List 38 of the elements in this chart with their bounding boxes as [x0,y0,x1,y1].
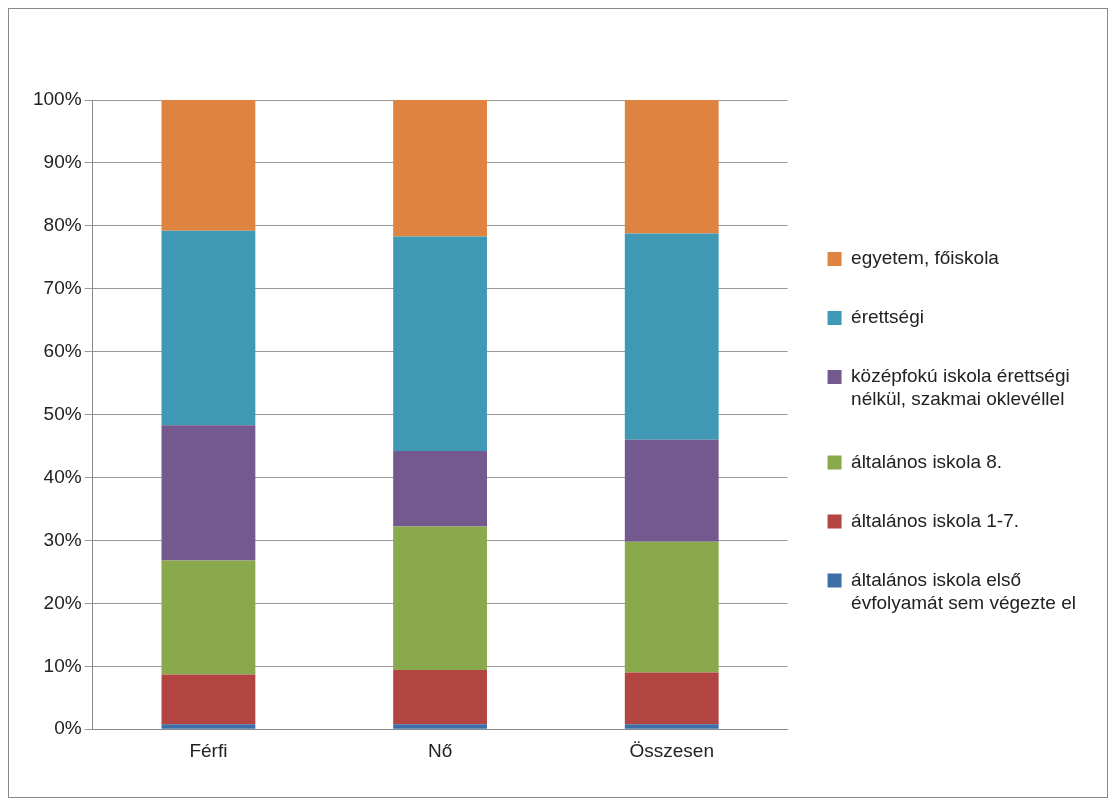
y-tick-label: 90% [43,151,82,173]
bar [161,560,256,675]
y-tick-label: 30% [43,528,82,550]
bar [393,451,487,527]
y-tick-label: 20% [43,591,82,613]
legend-label: középfokú iskola érettségi nélkül, szakmai oklevéllel [851,365,1070,409]
legend-label: általános iskola 8. [851,450,1003,472]
y-tick-label: 50% [43,402,82,424]
bar [161,100,256,231]
bar [393,724,487,729]
x-tick-label: Férfi [189,739,228,761]
y-tick-label: 70% [43,276,82,298]
bar [624,100,719,234]
bar [161,425,256,561]
bar [624,233,719,440]
x-tick-label: Nő [427,739,453,761]
legend-label: általános iskola 1-7. [851,509,1019,531]
y-tick-label: 80% [43,214,82,236]
y-tick-label: 60% [43,339,82,361]
bar [624,672,719,725]
bar [393,100,487,237]
bar [393,526,487,671]
legend-label: általános iskola első évfolyamát sem végezte el [851,568,1077,613]
bar [624,724,719,729]
bar [161,674,256,725]
bar [393,236,487,452]
x-tick-label: Összesen [629,739,714,761]
y-tick-label: 10% [43,654,82,676]
bar [161,230,256,426]
bar [624,541,719,673]
y-tick-label: 100% [32,88,82,110]
y-tick-label: 0% [54,717,82,739]
bar [624,439,719,542]
y-tick-label: 40% [43,465,82,487]
legend-label: érettségi [851,306,924,328]
legend-label: egyetem, főiskola [851,247,1000,269]
bar [161,724,256,729]
bar [393,670,487,725]
